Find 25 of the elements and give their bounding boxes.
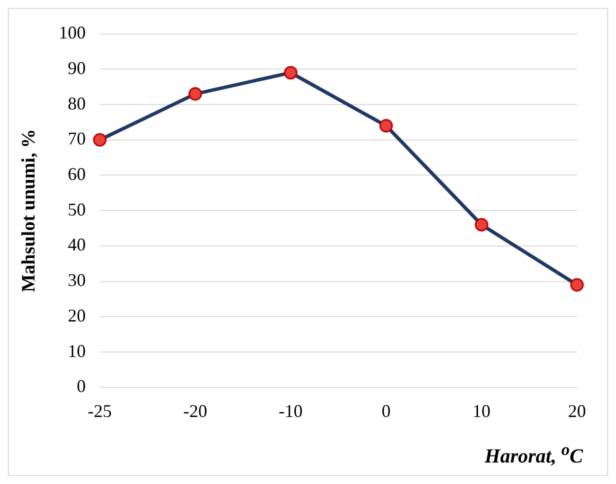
- y-tick-label: 10: [68, 340, 86, 361]
- point: [284, 66, 298, 80]
- y-tick-label: 0: [76, 376, 86, 396]
- x-axis-title: Harorat, $^{o}$C: [484, 440, 583, 469]
- y-tick-label: 30: [68, 270, 86, 290]
- y-axis-title: Mahsulot unumi, %: [18, 129, 40, 292]
- x-tick-label: -10: [278, 400, 303, 421]
- point: [188, 87, 202, 101]
- point: [570, 278, 584, 292]
- x-tick-label: -25: [88, 400, 112, 421]
- y-tick-label: 70: [68, 128, 86, 149]
- y-tick-label: 60: [68, 164, 86, 184]
- y-tick-label: 80: [68, 93, 86, 114]
- point: [379, 118, 393, 132]
- point: [474, 218, 488, 232]
- point: [93, 133, 107, 147]
- y-tick-label: 20: [68, 305, 86, 326]
- x-tick-label: -20: [183, 400, 208, 421]
- x-tick-label: 20: [568, 400, 586, 421]
- x-tick-label: 0: [382, 400, 391, 421]
- y-tick-label: 40: [68, 234, 86, 255]
- y-tick-label: 50: [68, 199, 86, 220]
- y-tick-label: 100: [58, 22, 86, 43]
- y-tick-label: 90: [68, 58, 86, 78]
- x-tick-label: 10: [472, 400, 491, 421]
